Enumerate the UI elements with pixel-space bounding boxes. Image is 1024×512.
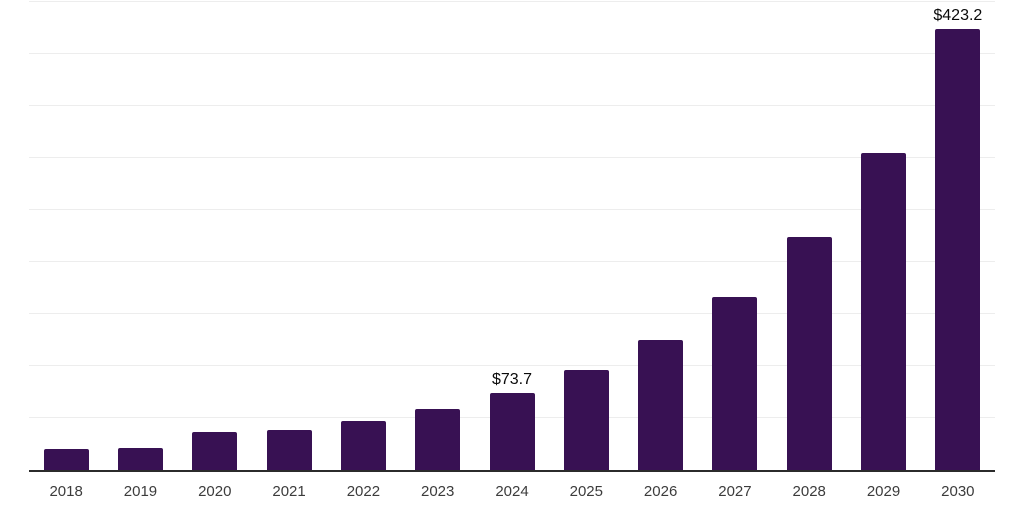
x-tick-2021: 2021 bbox=[272, 483, 306, 500]
x-tick-2020: 2020 bbox=[198, 483, 232, 500]
x-tick-2028: 2028 bbox=[792, 483, 826, 500]
plot-area: $73.7 $423.2 bbox=[29, 0, 995, 472]
x-tick-2030: 2030 bbox=[941, 483, 975, 500]
bar-2029 bbox=[861, 152, 907, 470]
gridline-100 bbox=[29, 365, 995, 367]
bar-2025 bbox=[563, 370, 609, 470]
bar-2021 bbox=[266, 430, 312, 470]
x-tick-2024: 2024 bbox=[495, 483, 529, 500]
gridline-450 bbox=[29, 0, 995, 2]
bar-2030 bbox=[935, 28, 981, 470]
bar-2023 bbox=[415, 409, 461, 470]
x-tick-2026: 2026 bbox=[643, 483, 678, 500]
bar-2018 bbox=[43, 449, 89, 470]
x-tick-2029: 2029 bbox=[866, 483, 901, 500]
bar-2019 bbox=[117, 448, 163, 470]
gridline-400 bbox=[29, 52, 995, 54]
bar-2022 bbox=[340, 420, 386, 470]
x-tick-2019: 2019 bbox=[123, 483, 158, 500]
x-axis-labels: 2018 2019 2020 2021 2022 2023 2024 2025 2026 2027… bbox=[29, 482, 995, 502]
value-label-2030: $423.2 bbox=[933, 6, 983, 24]
x-tick-2018: 2018 bbox=[49, 483, 83, 500]
gridline-250 bbox=[29, 208, 995, 210]
gridline-350 bbox=[29, 104, 995, 106]
bar-2026 bbox=[638, 340, 684, 470]
gridline-200 bbox=[29, 261, 995, 263]
x-tick-2027: 2027 bbox=[718, 483, 752, 500]
x-tick-2023: 2023 bbox=[421, 483, 455, 500]
value-label-2024: $73.7 bbox=[491, 371, 533, 389]
bar-2020 bbox=[192, 431, 238, 470]
x-tick-2025: 2025 bbox=[569, 483, 603, 500]
gridline-150 bbox=[29, 313, 995, 315]
bar-2028 bbox=[786, 237, 832, 470]
gridline-300 bbox=[29, 156, 995, 158]
bar-2027 bbox=[712, 296, 758, 470]
x-tick-2022: 2022 bbox=[346, 483, 381, 500]
bar-2024 bbox=[489, 393, 535, 470]
